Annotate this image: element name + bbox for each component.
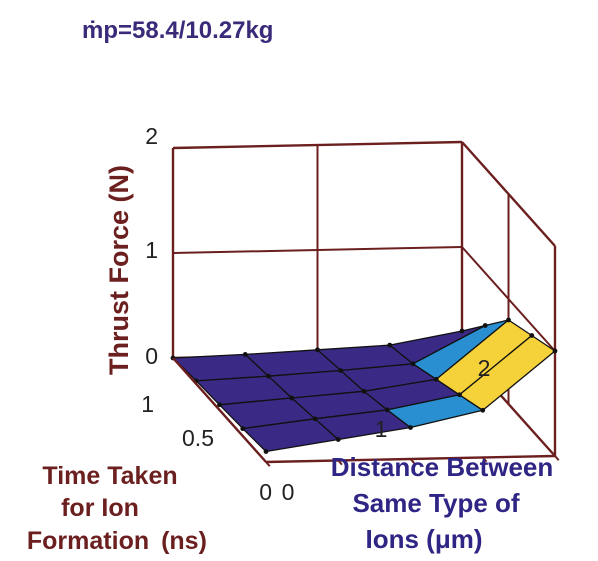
x-tick-0: 0 — [282, 479, 295, 505]
x-axis-label-line-2: Same Type of — [352, 488, 519, 518]
y-axis-label-line-3: Formation — [27, 527, 149, 555]
x-tick-2: 2 — [478, 355, 491, 381]
z-tick-0: 0 — [145, 343, 158, 369]
surface-vertex — [240, 426, 245, 431]
x-tick-1: 1 — [375, 416, 388, 442]
surface-vertex — [336, 437, 341, 442]
surface-vertex — [243, 352, 248, 357]
surface-vertex — [460, 329, 465, 334]
z-tick-1: 1 — [145, 237, 158, 263]
y-tick-1: 1 — [141, 391, 154, 417]
surface-vertex — [480, 408, 485, 413]
y-axis-label-unit: (ns) — [161, 527, 207, 555]
surface-vertex — [457, 392, 462, 397]
x-axis-label-line-3: Ions (μm) — [365, 524, 482, 554]
surface-vertex — [289, 396, 294, 401]
surface-vertex — [408, 425, 413, 430]
y-axis-label-line-1: Time Taken — [42, 462, 177, 490]
z-tick-2: 2 — [145, 123, 158, 149]
z-axis-label: Thrust Force (N) — [104, 165, 134, 375]
surface-vertex — [362, 389, 367, 394]
surface-vertex — [483, 323, 488, 328]
y-tick-0-5: 0.5 — [182, 425, 214, 451]
surface-vertex — [387, 343, 392, 348]
surface-vertex — [529, 333, 534, 338]
chart-title: ṁp=58.4/10.27kg — [82, 17, 273, 44]
surface-vertex — [506, 318, 511, 323]
surface-vertex — [434, 377, 439, 382]
surface-vertex — [553, 349, 558, 354]
surface-vertex — [313, 416, 318, 421]
x-axis-label-line-1: Distance Between — [331, 452, 554, 482]
surface-vertex — [264, 449, 269, 454]
y-axis-label-line-2: for Ion — [61, 494, 139, 522]
x-tick-mark — [555, 456, 559, 460]
surface-vertex — [385, 408, 390, 413]
surface-plot — [171, 318, 558, 454]
y-tick-0: 0 — [259, 479, 272, 505]
surface-vertex — [266, 374, 271, 379]
surface-vertex — [411, 361, 416, 366]
surface-vertex — [315, 347, 320, 352]
surface-vertex — [338, 368, 343, 373]
